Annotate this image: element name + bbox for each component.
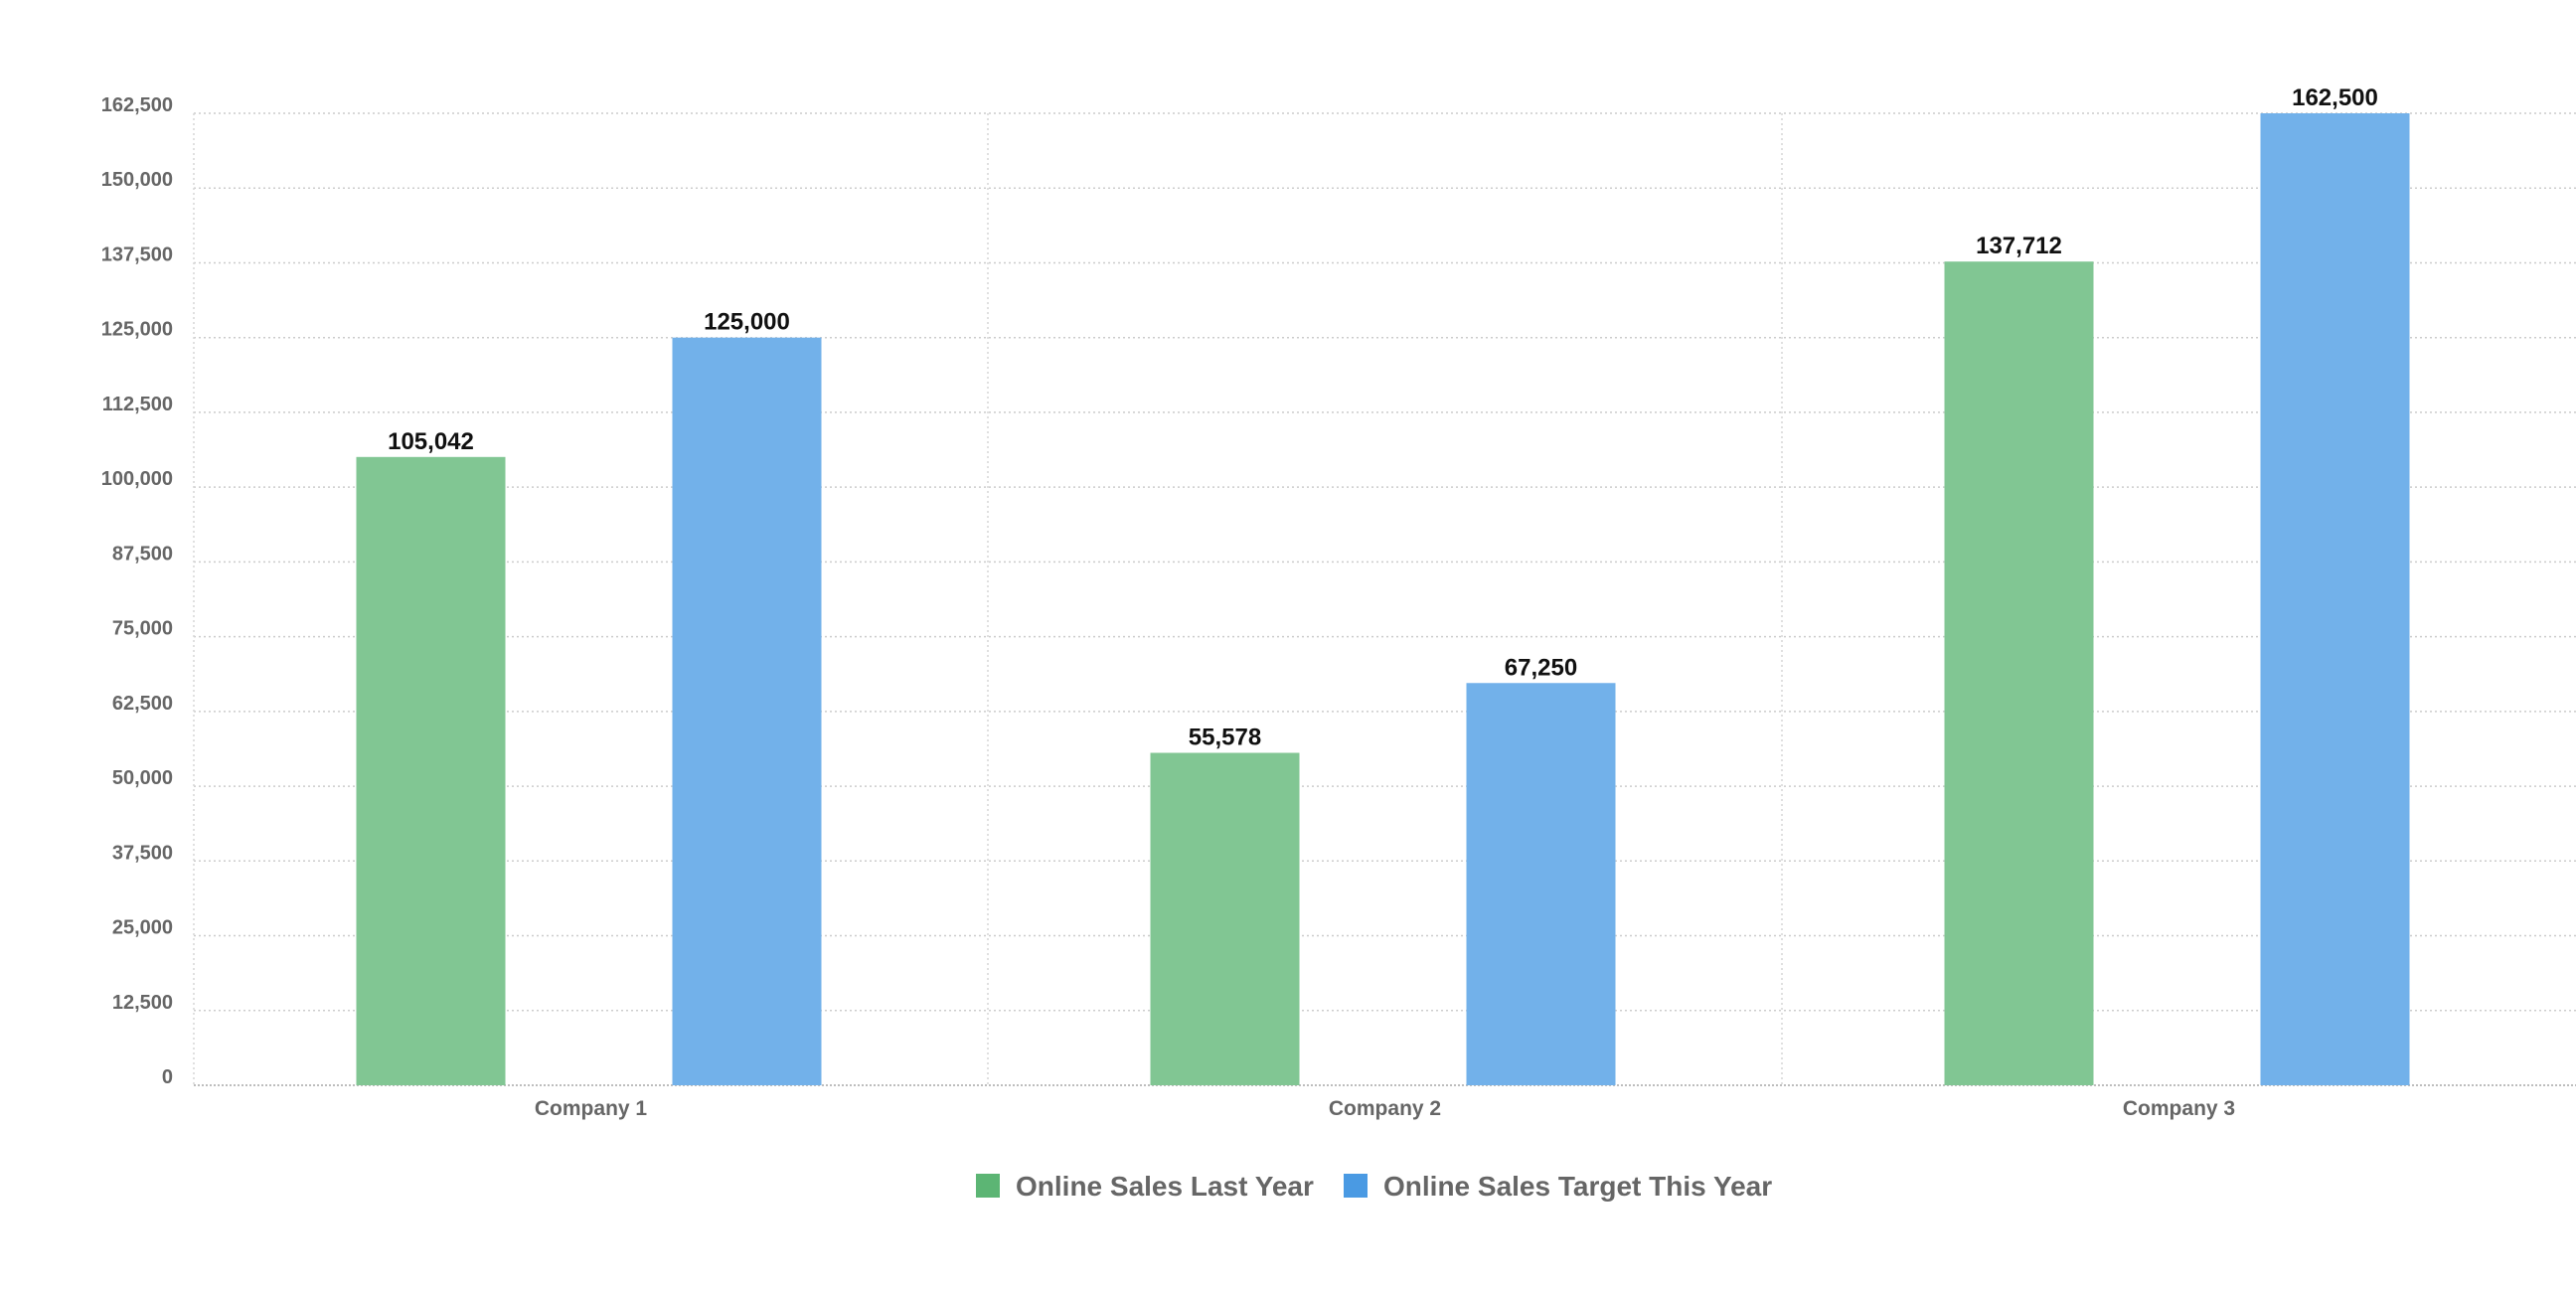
- bar-target-2[interactable]: [1466, 683, 1616, 1085]
- y-tick-label: 87,500: [112, 543, 173, 565]
- bars-layer: [356, 113, 2410, 1085]
- y-tick-label: 137,500: [101, 243, 173, 265]
- legend: Online Sales Last Year Online Sales Targe…: [976, 1171, 1772, 1202]
- legend-swatch: [1344, 1174, 1368, 1198]
- bar-last-year-1[interactable]: [356, 456, 506, 1085]
- legend-label: Online Sales Last Year: [1016, 1171, 1314, 1202]
- data-label: 125,000: [704, 309, 790, 336]
- data-labels-layer: 105,042 55,578 137,712 125,000 67,250 162,500: [388, 84, 2378, 751]
- bar-last-year-2[interactable]: [1150, 752, 1300, 1085]
- bar-target-3[interactable]: [2260, 113, 2410, 1085]
- grid-layer: [193, 112, 2576, 1086]
- y-tick-label: 37,500: [112, 842, 173, 864]
- y-axis: 0 12,500 25,000 37,500 50,000 62,500 75,000 87,…: [101, 94, 173, 1088]
- legend-label: Online Sales Target This Year: [1383, 1171, 1772, 1202]
- x-tick-label: Company 1: [535, 1097, 648, 1120]
- y-tick-label: 150,000: [101, 169, 173, 191]
- data-label: 55,578: [1189, 725, 1261, 751]
- data-label: 105,042: [388, 428, 474, 455]
- y-tick-label: 50,000: [112, 767, 173, 789]
- y-tick-label: 112,500: [102, 394, 173, 415]
- data-label: 162,500: [2292, 84, 2378, 111]
- x-tick-label: Company 3: [2123, 1097, 2235, 1120]
- y-tick-label: 12,500: [112, 992, 173, 1014]
- data-label: 67,250: [1505, 654, 1577, 681]
- legend-item-target[interactable]: Online Sales Target This Year: [1344, 1171, 1772, 1202]
- y-tick-label: 125,000: [101, 319, 173, 341]
- bar-target-1[interactable]: [672, 337, 822, 1085]
- x-tick-label: Company 2: [1329, 1097, 1441, 1120]
- legend-item-last-year[interactable]: Online Sales Last Year: [976, 1171, 1314, 1202]
- y-tick-label: 25,000: [112, 917, 173, 939]
- legend-swatch: [976, 1174, 1000, 1198]
- y-tick-label: 62,500: [112, 693, 173, 715]
- bar-last-year-3[interactable]: [1944, 261, 2094, 1085]
- y-tick-label: 100,000: [101, 468, 173, 490]
- y-tick-label: 162,500: [101, 94, 173, 116]
- x-axis: Company 1 Company 2 Company 3: [535, 1097, 2235, 1120]
- y-tick-label: 75,000: [112, 618, 173, 640]
- y-tick-label: 0: [162, 1066, 173, 1088]
- data-label: 137,712: [1976, 233, 2062, 259]
